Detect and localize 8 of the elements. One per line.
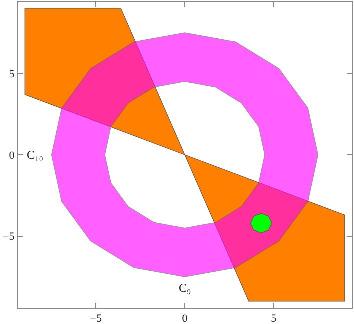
x-tick-label: −5 — [90, 313, 103, 324]
x-tick-label: 5 — [271, 313, 278, 324]
x-axis-title: C₉ — [179, 281, 192, 295]
y-axis-title: C₁₀ — [27, 148, 44, 162]
y-tick-label: −5 — [3, 231, 16, 244]
x-tick-label: 0 — [182, 313, 188, 324]
y-tick-label: 0 — [9, 150, 16, 162]
y-tick-label: 5 — [9, 68, 16, 80]
